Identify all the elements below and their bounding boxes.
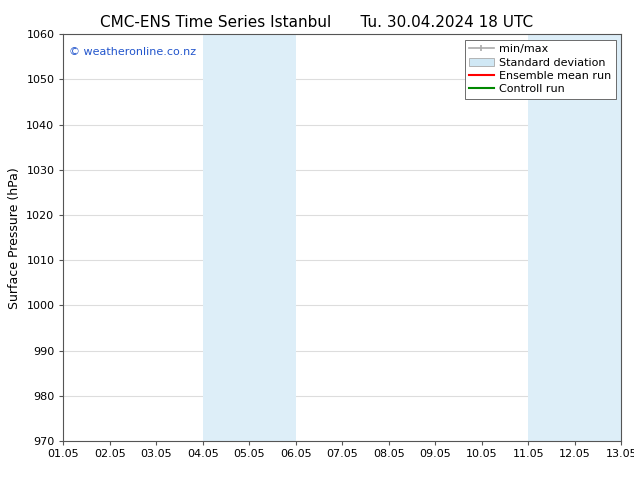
- Legend: min/max, Standard deviation, Ensemble mean run, Controll run: min/max, Standard deviation, Ensemble me…: [465, 40, 616, 99]
- Text: © weatheronline.co.nz: © weatheronline.co.nz: [69, 47, 196, 56]
- Y-axis label: Surface Pressure (hPa): Surface Pressure (hPa): [8, 167, 21, 309]
- Bar: [528, 34, 621, 441]
- Text: CMC-ENS Time Series Istanbul      Tu. 30.04.2024 18 UTC: CMC-ENS Time Series Istanbul Tu. 30.04.2…: [100, 15, 534, 30]
- Bar: [203, 34, 296, 441]
